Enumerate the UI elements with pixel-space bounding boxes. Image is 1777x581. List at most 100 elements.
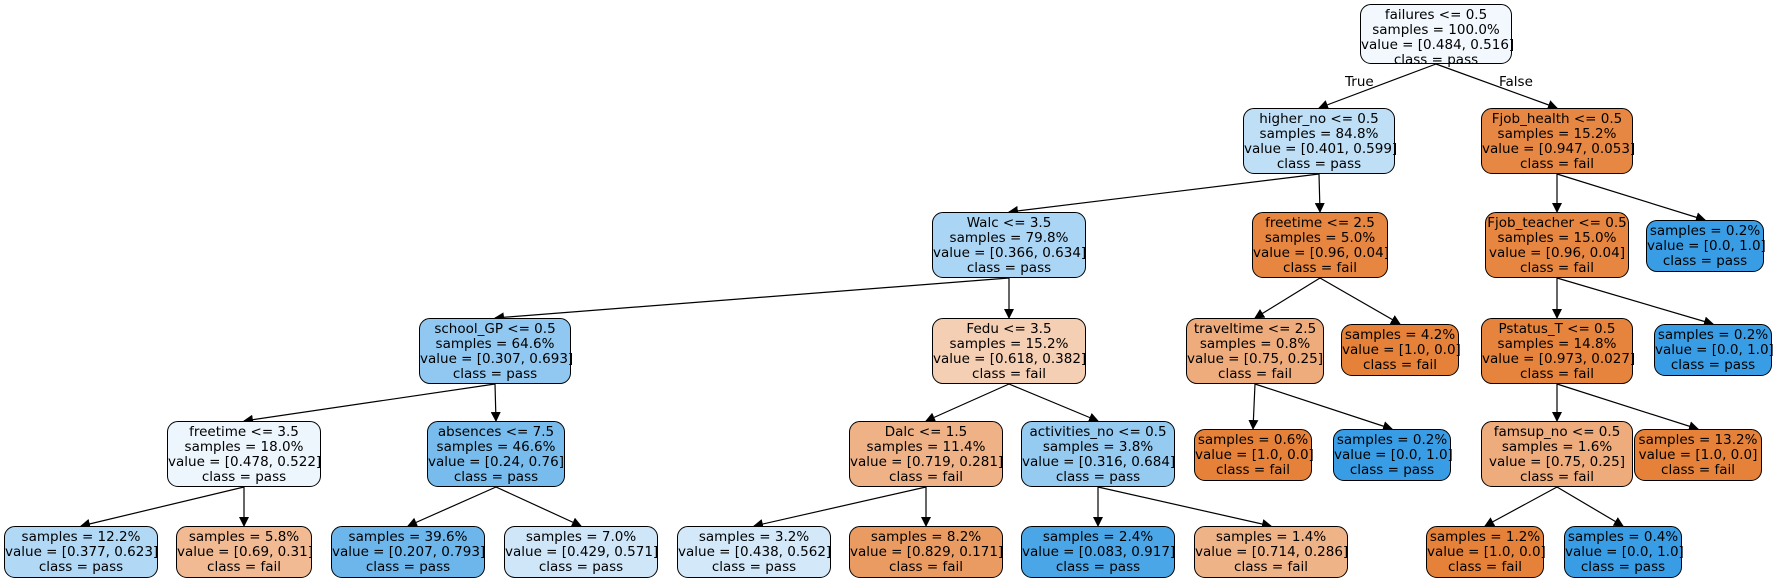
node-text-line: value = [0.75, 0.25]	[1488, 454, 1625, 470]
node-text-line: samples = 64.6%	[435, 336, 555, 352]
tree-node: absences <= 7.5 samples = 46.6% value = [0…	[427, 421, 565, 487]
node-text-line: activities_no <= 0.5	[1029, 424, 1167, 440]
node-text-line: class = fail	[1283, 260, 1357, 276]
node-text-line: samples = 7.0%	[525, 529, 637, 545]
tree-edge	[495, 486, 582, 527]
tree-edge	[490, 383, 501, 422]
node-text-line: value = [1.0, 0.0]	[1342, 342, 1461, 358]
node-text-line: samples = 79.8%	[949, 230, 1069, 246]
node-text-line: samples = 11.4%	[866, 439, 986, 455]
node-text-line: Pstatus_T <= 0.5	[1498, 321, 1616, 337]
node-text-line: samples = 3.8%	[1042, 439, 1154, 455]
node-text-line: value = [1.0, 0.0]	[1427, 544, 1546, 560]
node-text-line: value = [0.618, 0.382]	[933, 351, 1087, 367]
node-text-line: samples = 0.2%	[1336, 432, 1448, 448]
tree-edge	[1254, 277, 1321, 319]
node-text-line: class = pass	[1055, 559, 1141, 575]
node-text-line: samples = 0.4%	[1567, 529, 1679, 545]
tree-edge	[1008, 173, 1320, 216]
node-text-line: value = [1.0, 0.0]	[1638, 447, 1758, 463]
node-text-line: class = fail	[889, 469, 963, 485]
node-text-line: samples = 0.2%	[1657, 327, 1769, 343]
tree-node: Dalc <= 1.5 samples = 11.4% value = [0.719…	[849, 421, 1003, 487]
node-text-line: value = [0.0, 1.0]	[1565, 544, 1684, 560]
node-text-line: Walc <= 3.5	[966, 215, 1052, 231]
node-text-line: value = [0.083, 0.917]	[1022, 544, 1176, 560]
node-text-line: value = [0.429, 0.571]	[505, 544, 659, 560]
node-text-line: value = [0.75, 0.25]	[1187, 351, 1324, 367]
node-text-line: class = fail	[1520, 156, 1594, 172]
tree-node: samples = 0.2% value = [0.0, 1.0] class = …	[1333, 429, 1453, 481]
edge-label-false: False	[1499, 74, 1533, 90]
tree-node: samples = 0.2% value = [0.0, 1.0] class = …	[1646, 220, 1766, 272]
node-text-line: samples = 1.4%	[1215, 529, 1327, 545]
node-text-line: class = fail	[1520, 469, 1594, 485]
node-text-line: value = [0.207, 0.793]	[332, 544, 486, 560]
tree-node: Fjob_teacher <= 0.5 samples = 15.0% value …	[1485, 212, 1629, 278]
node-text-line: value = [0.947, 0.053]	[1482, 141, 1636, 157]
node-text-line: value = [0.69, 0.31]	[177, 544, 314, 560]
node-text-line: class = fail	[889, 559, 963, 575]
node-text-line: samples = 1.2%	[1429, 529, 1541, 545]
node-text-line: samples = 46.6%	[436, 439, 556, 455]
tree-node: samples = 7.0% value = [0.429, 0.571] clas…	[504, 526, 658, 578]
node-text-line: samples = 0.8%	[1199, 336, 1311, 352]
node-text-line: samples = 15.2%	[1497, 126, 1617, 142]
node-text-line: value = [0.366, 0.634]	[933, 245, 1087, 261]
tree-edge	[1484, 486, 1558, 527]
tree-edge	[1556, 486, 1624, 527]
node-text-line: samples = 15.0%	[1497, 230, 1617, 246]
tree-node: samples = 2.4% value = [0.083, 0.917] clas…	[1021, 526, 1175, 578]
tree-node: samples = 1.2% value = [1.0, 0.0] class = …	[1426, 526, 1546, 578]
tree-node: samples = 8.2% value = [0.829, 0.171] clas…	[849, 526, 1003, 578]
tree-node: famsup_no <= 0.5 samples = 1.6% value = [0…	[1481, 421, 1633, 487]
tree-node: samples = 1.4% value = [0.714, 0.286] clas…	[1194, 526, 1348, 578]
tree-node: higher_no <= 0.5 samples = 84.8% value = […	[1243, 108, 1398, 174]
node-text-line: value = [0.973, 0.027]	[1482, 351, 1636, 367]
tree-edge	[1556, 383, 1699, 432]
tree-node: failures <= 0.5 samples = 100.0% value = […	[1360, 4, 1514, 68]
node-text-line: samples = 100.0%	[1372, 22, 1500, 38]
node-text-line: class = fail	[1520, 366, 1594, 382]
node-text-line: value = [0.401, 0.599]	[1244, 141, 1398, 157]
tree-edge	[1318, 63, 1437, 110]
tree-node: Pstatus_T <= 0.5 samples = 14.8% value = […	[1481, 318, 1636, 384]
node-text-line: Fjob_health <= 0.5	[1491, 111, 1623, 127]
node-text-line: samples = 15.2%	[949, 336, 1069, 352]
tree-node: school_GP <= 0.5 samples = 64.6% value = […	[419, 318, 574, 384]
node-text-line: class = fail	[1520, 260, 1594, 276]
node-text-line: class = pass	[365, 559, 451, 575]
node-text-line: samples = 2.4%	[1042, 529, 1154, 545]
node-text-line: higher_no <= 0.5	[1259, 111, 1379, 127]
tree-node: samples = 5.8% value = [0.69, 0.31] class …	[176, 526, 314, 578]
node-text-line: class = fail	[1234, 559, 1308, 575]
node-text-line: freetime <= 2.5	[1265, 215, 1375, 231]
edge-label-true: True	[1345, 74, 1374, 90]
node-text-line: class = fail	[1216, 462, 1290, 478]
node-text-line: freetime <= 3.5	[189, 424, 299, 440]
node-text-line: class = pass	[1580, 559, 1666, 575]
node-text-line: samples = 14.8%	[1497, 336, 1617, 352]
node-text-line: value = [0.307, 0.693]	[420, 351, 574, 367]
node-text-line: class = fail	[1363, 357, 1437, 373]
node-text-line: class = pass	[538, 559, 624, 575]
tree-edge	[1008, 383, 1099, 423]
tree-node: samples = 0.4% value = [0.0, 1.0] class = …	[1564, 526, 1684, 578]
tree-node: freetime <= 2.5 samples = 5.0% value = [0.…	[1252, 212, 1389, 278]
node-text-line: traveltime <= 2.5	[1193, 321, 1317, 337]
tree-node: samples = 39.6% value = [0.207, 0.793] cla…	[331, 526, 485, 578]
node-text-line: value = [0.719, 0.281]	[850, 454, 1004, 470]
node-text-line: Fedu <= 3.5	[966, 321, 1052, 337]
tree-node: Fedu <= 3.5 samples = 15.2% value = [0.618…	[932, 318, 1086, 384]
tree-node: samples = 12.2% value = [0.377, 0.623] cla…	[4, 526, 158, 578]
node-text-line: Dalc <= 1.5	[884, 424, 968, 440]
tree-node: activities_no <= 0.5 samples = 3.8% value …	[1021, 421, 1175, 487]
node-text-line: samples = 5.0%	[1264, 230, 1376, 246]
node-text-line: class = fail	[207, 559, 281, 575]
tree-node: samples = 0.6% value = [1.0, 0.0] class = …	[1194, 429, 1314, 481]
node-text-line: class = pass	[38, 559, 124, 575]
tree-edge	[1097, 486, 1272, 529]
node-text-line: class = pass	[1276, 156, 1362, 172]
